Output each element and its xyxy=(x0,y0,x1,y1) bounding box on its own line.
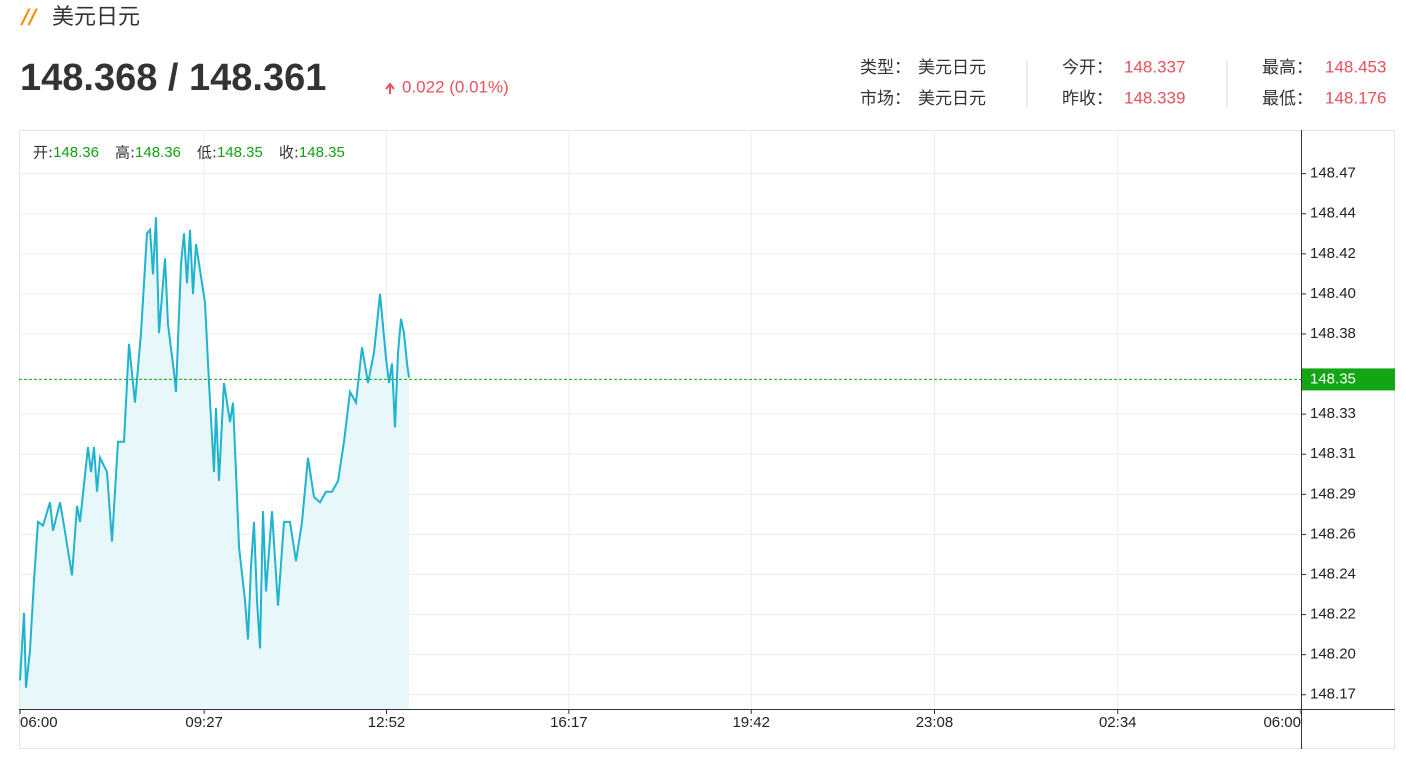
info-value: 148.337 xyxy=(1124,57,1185,76)
info-label: 类型： xyxy=(860,58,911,78)
ohlc-label: 低: xyxy=(197,144,217,162)
y-tick-label: 148.38 xyxy=(1310,325,1356,342)
x-tick-label: 02:34 xyxy=(1099,714,1137,731)
info-value: 美元日元 xyxy=(918,89,986,109)
info-label: 市场： xyxy=(860,89,911,109)
info-label: 最高： xyxy=(1262,58,1313,78)
info-value: 148.453 xyxy=(1325,57,1386,76)
x-tick-label: 19:42 xyxy=(732,714,770,731)
logo-icon: // xyxy=(20,5,38,29)
ohlc-value: 148.36 xyxy=(53,144,99,161)
x-tick-label: 12:52 xyxy=(368,714,406,731)
current-price-badge xyxy=(1302,368,1395,391)
ohlc-value: 148.35 xyxy=(217,144,263,161)
x-tick-label: 23:08 xyxy=(916,714,954,731)
y-tick-label: 148.42 xyxy=(1310,245,1356,262)
y-tick-label: 148.24 xyxy=(1310,565,1356,582)
page-title: 美元日元 xyxy=(52,5,140,30)
price-line xyxy=(19,217,410,688)
y-tick-label: 148.31 xyxy=(1310,445,1356,462)
y-tick-label: 148.26 xyxy=(1310,525,1356,542)
y-tick-label: 148.47 xyxy=(1310,165,1356,182)
x-tick-label: 06:00 xyxy=(20,714,58,731)
ohlc-value: 148.35 xyxy=(299,144,345,161)
y-tick-label: 148.40 xyxy=(1310,285,1356,302)
x-tick-label: 09:27 xyxy=(185,714,223,731)
price-change: 0.022 (0.01%) xyxy=(402,77,509,96)
y-tick-label: 148.44 xyxy=(1310,205,1356,222)
price: 148.368 / 148.361 xyxy=(20,57,326,99)
y-tick-label: 148.33 xyxy=(1310,405,1356,422)
x-tick-label: 16:17 xyxy=(550,714,588,731)
info-value: 148.176 xyxy=(1325,88,1386,107)
info-label: 今开： xyxy=(1062,58,1113,78)
ohlc-value: 148.36 xyxy=(135,144,181,161)
ohlc-label: 开: xyxy=(33,144,53,162)
up-arrow xyxy=(385,82,395,94)
info-value: 美元日元 xyxy=(918,58,986,78)
info-label: 昨收： xyxy=(1062,89,1113,109)
y-tick-label: 148.22 xyxy=(1310,606,1356,623)
info-label: 最低： xyxy=(1262,89,1313,109)
y-tick-label: 148.17 xyxy=(1310,686,1356,703)
chart-frame xyxy=(19,130,1395,749)
y-tick-label: 148.20 xyxy=(1310,646,1356,663)
info-value: 148.339 xyxy=(1124,88,1185,107)
x-tick-label: 06:00 xyxy=(1263,714,1301,731)
y-tick-label: 148.29 xyxy=(1310,485,1356,502)
ohlc-label: 收: xyxy=(279,144,299,162)
current-price-label: 148.35 xyxy=(1310,370,1356,387)
ohlc-label: 高: xyxy=(115,144,135,162)
